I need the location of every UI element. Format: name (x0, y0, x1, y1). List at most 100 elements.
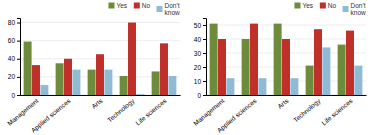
tick: Arts (90, 96, 104, 109)
bar-series (226, 47, 362, 95)
bar (322, 47, 330, 95)
grid-line (20, 22, 180, 23)
tick: Applied sciences (216, 96, 259, 134)
tick-label: 40 (8, 55, 16, 62)
tick-label: Life sciences (320, 96, 354, 126)
bar-series (210, 24, 346, 95)
bar (136, 94, 144, 95)
bar (152, 71, 160, 95)
axis-line (207, 95, 367, 96)
legend-swatch (320, 3, 326, 9)
bar (354, 66, 362, 95)
legend-swatch (108, 3, 114, 9)
x-axis: ManagementApplied sciencesArtsTechnology… (192, 96, 367, 135)
grid-line (20, 40, 180, 41)
bar (24, 42, 32, 95)
tick: 0 (11, 92, 20, 99)
bar (346, 31, 354, 95)
legend-item: Yes (294, 2, 313, 9)
bar (242, 39, 250, 95)
bar (282, 39, 290, 95)
tick-mark (17, 95, 20, 96)
tick: Life sciences (134, 96, 168, 126)
bar (210, 24, 218, 95)
tick-label: 30 (194, 50, 202, 57)
y-axis: 0 10 20 30 40 50 (194, 19, 207, 99)
bar (168, 76, 176, 95)
tick-label: 0 (197, 92, 201, 99)
legend-label: No (142, 2, 151, 9)
tick-label: Technology (292, 96, 323, 124)
bar-series (32, 23, 168, 95)
bar (226, 78, 234, 95)
legend-item: Don'tknow (157, 2, 180, 16)
bar (258, 78, 266, 95)
legend-item: No (134, 2, 151, 9)
bar-series (24, 42, 160, 95)
tick: Technology (106, 96, 137, 124)
tick: 20 (194, 64, 206, 71)
tick: Technology (292, 96, 323, 124)
tick-mark (203, 39, 206, 40)
figure: 020406080ManagementApplied sciencesArtsT… (0, 0, 372, 135)
panel: 01020304050ManagementApplied sciencesArt… (192, 2, 367, 135)
bar (40, 85, 48, 95)
legend-swatch (134, 3, 140, 9)
tick-mark (203, 81, 206, 82)
tick-mark (17, 77, 20, 78)
tick: 60 (8, 37, 20, 44)
bar (338, 45, 346, 95)
tick: 0 (197, 92, 206, 99)
tick: Applied sciences (30, 96, 73, 134)
tick-label: Technology (106, 96, 137, 124)
legend: YesNoDon'tknow (294, 2, 366, 16)
tick-mark (17, 41, 20, 42)
legend: Yes No Don'tknow (108, 2, 180, 16)
tick-label: 40 (194, 36, 202, 43)
tick-label: 20 (194, 64, 202, 71)
tick-label: Applied sciences (30, 96, 73, 134)
tick-label: 10 (194, 78, 202, 85)
tick-mark (203, 53, 206, 54)
tick-label: 50 (194, 22, 202, 29)
legend-swatch (157, 6, 163, 12)
bar (96, 54, 104, 95)
grid-line (206, 25, 366, 26)
legend-swatch (343, 6, 349, 12)
tick: 40 (194, 36, 206, 43)
bar (306, 66, 314, 95)
legend-label: Yes (116, 2, 127, 9)
tick-label: Life sciences (134, 96, 168, 126)
legend-item: Yes (108, 2, 127, 9)
bar (314, 29, 322, 95)
grid (20, 23, 180, 95)
x-axis: ManagementApplied sciencesArtsTechnology… (6, 96, 181, 135)
tick: 40 (8, 55, 20, 62)
tick: Arts (276, 96, 290, 109)
bar (250, 24, 258, 95)
grid (206, 25, 366, 95)
bar (160, 43, 168, 95)
bar-series (218, 24, 354, 95)
bar (56, 63, 64, 95)
tick: 10 (194, 78, 206, 85)
axis-line (21, 95, 181, 96)
tick-mark (203, 25, 206, 26)
bar (32, 65, 40, 95)
tick-label: 80 (8, 19, 16, 26)
y-axis: 0 20 40 60 80 (8, 19, 21, 99)
legend-label: Yes (302, 2, 313, 9)
tick: 30 (194, 50, 206, 57)
legend-label: Don'tknow (165, 2, 180, 16)
panel: 020406080ManagementApplied sciencesArtsT… (6, 2, 181, 135)
tick: 20 (8, 73, 20, 80)
tick: Life sciences (320, 96, 354, 126)
tick-label: 0 (11, 92, 15, 99)
bars (24, 23, 177, 95)
bar (104, 70, 112, 95)
bar (218, 39, 226, 95)
legend-item: Don'tknow (343, 2, 366, 16)
legend-swatch (294, 3, 300, 9)
tick: 50 (194, 22, 206, 29)
axis-line (203, 19, 207, 96)
